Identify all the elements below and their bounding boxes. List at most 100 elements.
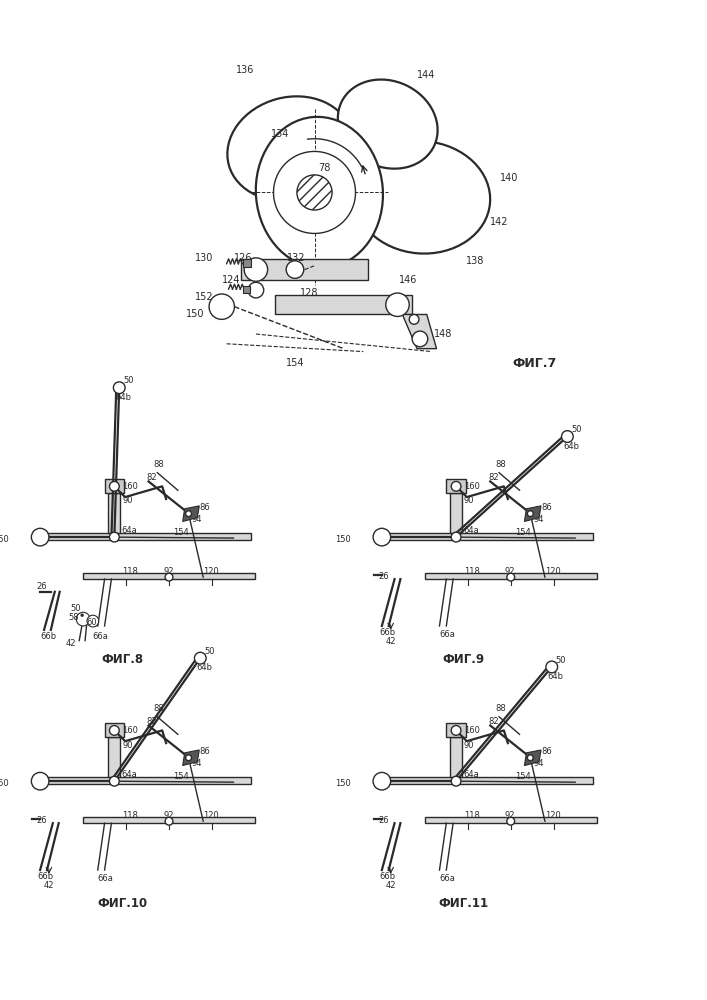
Circle shape xyxy=(31,528,49,546)
Circle shape xyxy=(87,615,99,627)
Text: 26: 26 xyxy=(378,816,389,825)
Circle shape xyxy=(507,573,515,581)
Text: 86: 86 xyxy=(541,747,551,756)
Text: 118: 118 xyxy=(464,811,480,820)
Text: 150: 150 xyxy=(335,535,351,544)
Ellipse shape xyxy=(338,80,438,169)
FancyBboxPatch shape xyxy=(243,286,250,293)
Circle shape xyxy=(81,614,83,616)
Text: ФИГ.9: ФИГ.9 xyxy=(443,653,485,666)
Circle shape xyxy=(373,528,391,546)
Text: 64b: 64b xyxy=(563,442,580,451)
Circle shape xyxy=(409,314,419,324)
Polygon shape xyxy=(108,737,120,777)
Text: 66a: 66a xyxy=(440,630,455,639)
Circle shape xyxy=(527,755,533,761)
Text: 160: 160 xyxy=(464,726,480,735)
Text: 150: 150 xyxy=(335,779,351,788)
Polygon shape xyxy=(450,493,462,533)
Text: 42: 42 xyxy=(44,881,54,890)
Text: 144: 144 xyxy=(417,70,436,80)
Text: 50: 50 xyxy=(71,604,81,613)
Polygon shape xyxy=(525,750,541,766)
Text: 66b: 66b xyxy=(37,872,53,881)
Circle shape xyxy=(165,573,173,581)
Text: 142: 142 xyxy=(490,217,509,227)
Polygon shape xyxy=(425,573,597,579)
Text: 82: 82 xyxy=(489,473,499,482)
Text: 126: 126 xyxy=(235,253,253,263)
Polygon shape xyxy=(386,777,592,784)
Text: 66b: 66b xyxy=(379,872,395,881)
Text: 66a: 66a xyxy=(98,874,114,883)
Circle shape xyxy=(412,331,428,347)
Text: ФИГ.11: ФИГ.11 xyxy=(439,897,489,910)
Circle shape xyxy=(244,258,268,281)
Text: 86: 86 xyxy=(199,503,210,512)
Text: 50: 50 xyxy=(204,647,215,656)
Circle shape xyxy=(386,293,409,316)
Circle shape xyxy=(451,776,461,786)
Circle shape xyxy=(274,151,356,233)
Text: 26: 26 xyxy=(36,582,47,591)
Text: 154: 154 xyxy=(173,528,189,537)
Text: 90: 90 xyxy=(464,496,474,505)
Text: 50: 50 xyxy=(571,425,582,434)
Polygon shape xyxy=(446,723,466,737)
FancyBboxPatch shape xyxy=(276,295,412,314)
Text: 42: 42 xyxy=(386,637,397,646)
Text: 64a: 64a xyxy=(121,770,137,779)
Circle shape xyxy=(110,726,119,735)
Polygon shape xyxy=(83,817,255,823)
Polygon shape xyxy=(450,737,462,777)
Text: 118: 118 xyxy=(464,567,480,576)
Text: 58: 58 xyxy=(69,613,79,622)
Text: 50: 50 xyxy=(556,656,566,665)
Text: 130: 130 xyxy=(195,253,214,263)
Text: 64a: 64a xyxy=(463,526,479,535)
Text: 120: 120 xyxy=(203,811,219,820)
Circle shape xyxy=(507,817,515,825)
Text: 82: 82 xyxy=(146,473,157,482)
Text: 120: 120 xyxy=(203,567,219,576)
Text: ФИГ.10: ФИГ.10 xyxy=(97,897,147,910)
Circle shape xyxy=(186,755,192,761)
Polygon shape xyxy=(182,750,199,766)
Text: 78: 78 xyxy=(318,163,330,173)
Text: 64a: 64a xyxy=(463,770,479,779)
Polygon shape xyxy=(402,314,436,349)
Polygon shape xyxy=(44,533,251,540)
Text: 154: 154 xyxy=(173,772,189,781)
Circle shape xyxy=(527,511,533,517)
Circle shape xyxy=(186,511,192,517)
Text: 64b: 64b xyxy=(197,663,212,672)
Text: 92: 92 xyxy=(163,811,174,820)
Text: 42: 42 xyxy=(386,881,397,890)
Text: 154: 154 xyxy=(515,528,530,537)
Text: 148: 148 xyxy=(433,329,452,339)
Text: 88: 88 xyxy=(495,704,506,713)
Text: 64b: 64b xyxy=(115,393,132,402)
Text: 120: 120 xyxy=(545,811,561,820)
Text: 92: 92 xyxy=(505,567,515,576)
Text: 26: 26 xyxy=(36,816,47,825)
Text: 92: 92 xyxy=(505,811,515,820)
Text: 154: 154 xyxy=(515,772,530,781)
Text: 88: 88 xyxy=(153,460,164,469)
Text: 150: 150 xyxy=(0,535,9,544)
Ellipse shape xyxy=(256,117,383,268)
Text: 50: 50 xyxy=(123,376,134,385)
Circle shape xyxy=(451,726,461,735)
Circle shape xyxy=(297,175,332,210)
Text: 94: 94 xyxy=(192,759,202,768)
Text: 160: 160 xyxy=(122,482,138,491)
Polygon shape xyxy=(386,533,592,540)
Circle shape xyxy=(76,612,90,626)
Text: 128: 128 xyxy=(300,288,318,298)
Polygon shape xyxy=(105,723,124,737)
Text: 66b: 66b xyxy=(379,628,395,637)
Circle shape xyxy=(561,431,573,442)
Text: ФИГ.7: ФИГ.7 xyxy=(512,357,556,370)
Text: 94: 94 xyxy=(533,515,544,524)
Text: 90: 90 xyxy=(464,741,474,750)
